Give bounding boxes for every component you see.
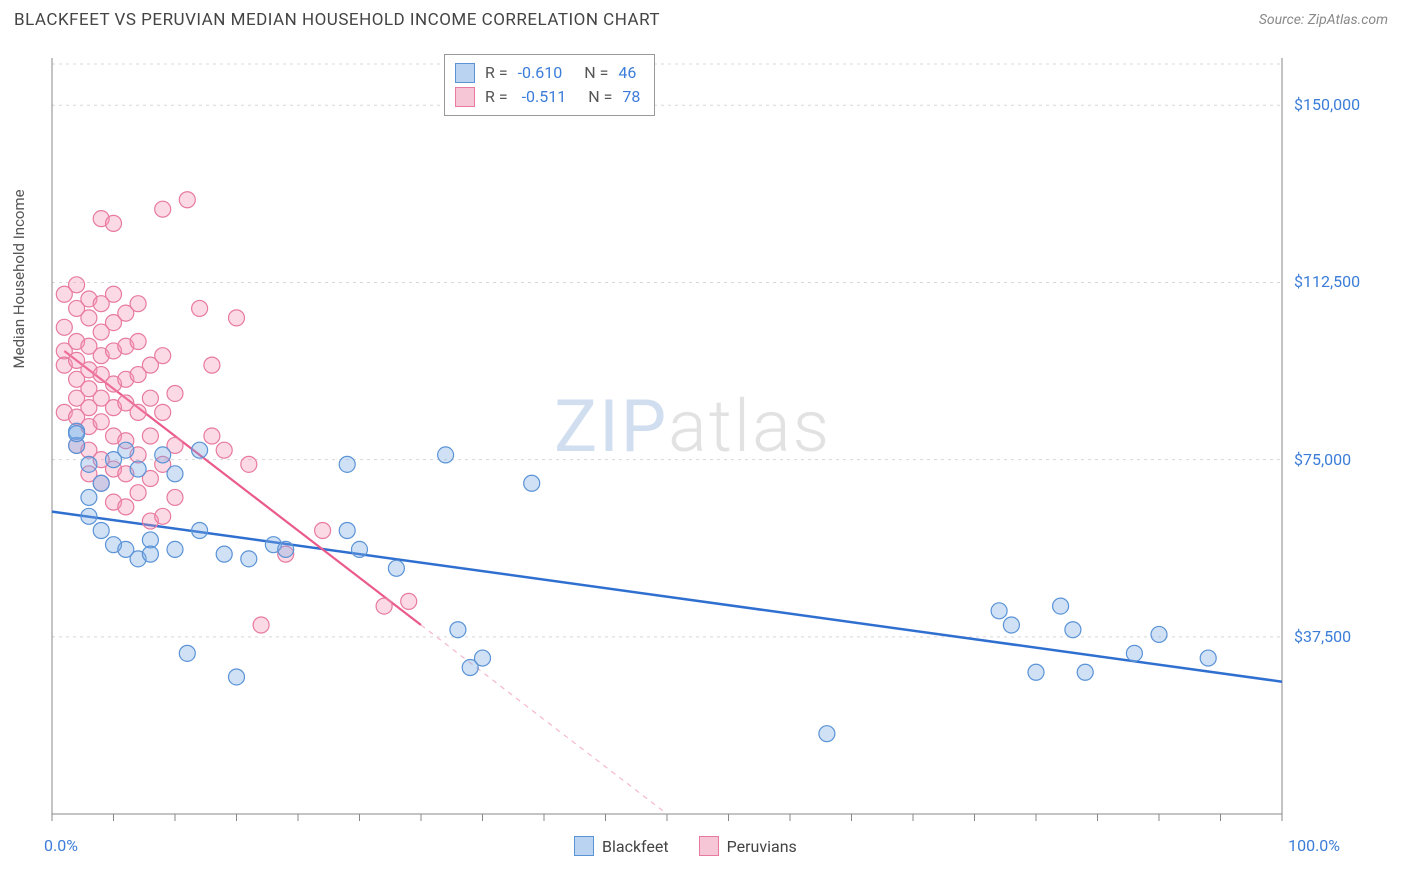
y-tick-label: $150,000 bbox=[1294, 95, 1360, 114]
chart-title: BLACKFEET VS PERUVIAN MEDIAN HOUSEHOLD I… bbox=[14, 10, 660, 30]
r-label: R = bbox=[485, 61, 508, 85]
correlation-stats-box: R = -0.610 N = 46 R = -0.511 N = 78 bbox=[444, 54, 655, 116]
stats-row-peruvians: R = -0.511 N = 78 bbox=[455, 85, 640, 109]
stats-row-blackfeet: R = -0.610 N = 46 bbox=[455, 61, 640, 85]
chart-source: Source: ZipAtlas.com bbox=[1259, 12, 1388, 28]
chart-header: BLACKFEET VS PERUVIAN MEDIAN HOUSEHOLD I… bbox=[0, 0, 1406, 38]
legend-swatch-blackfeet bbox=[574, 836, 594, 856]
legend-label-peruvians: Peruvians bbox=[727, 837, 797, 856]
y-tick-label: $37,500 bbox=[1294, 627, 1351, 646]
r-label: R = bbox=[485, 85, 508, 109]
legend-swatch-peruvians bbox=[699, 836, 719, 856]
y-tick-label: $112,500 bbox=[1294, 272, 1360, 291]
x-axis-start-label: 0.0% bbox=[44, 836, 78, 855]
n-value-peruvians: 78 bbox=[622, 85, 640, 109]
y-tick-label: $75,000 bbox=[1294, 450, 1351, 469]
x-axis-end-label: 100.0% bbox=[1288, 836, 1340, 855]
series-legend: Blackfeet Peruvians bbox=[574, 836, 797, 856]
swatch-blackfeet bbox=[455, 63, 475, 83]
swatch-peruvians bbox=[455, 87, 475, 107]
legend-item-peruvians: Peruvians bbox=[699, 836, 797, 856]
n-label: N = bbox=[588, 85, 612, 109]
legend-item-blackfeet: Blackfeet bbox=[574, 836, 669, 856]
r-value-blackfeet: -0.610 bbox=[518, 61, 563, 85]
scatter-plot-svg bbox=[14, 44, 1392, 872]
y-axis-label: Median Household Income bbox=[10, 189, 28, 368]
r-value-peruvians: -0.511 bbox=[522, 85, 567, 109]
legend-label-blackfeet: Blackfeet bbox=[602, 837, 669, 856]
chart-area: Median Household Income ZIPatlas R = -0.… bbox=[14, 44, 1392, 872]
n-value-blackfeet: 46 bbox=[618, 61, 636, 85]
n-label: N = bbox=[584, 61, 608, 85]
